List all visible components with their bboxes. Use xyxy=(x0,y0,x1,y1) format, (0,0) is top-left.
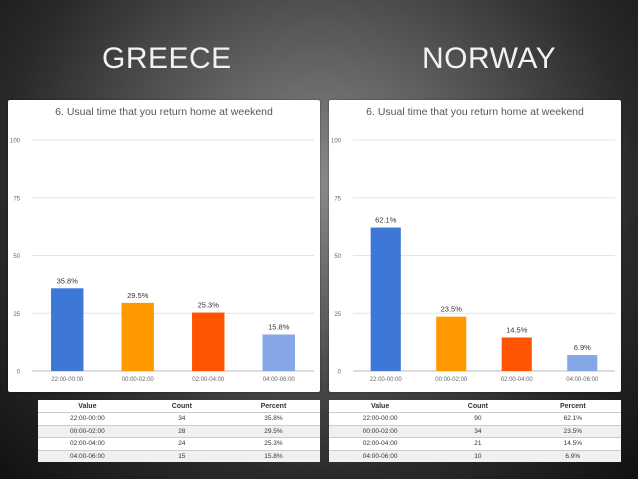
x-tick-label: 22:00-00:00 xyxy=(370,377,403,383)
data-label: 29.5% xyxy=(127,291,149,300)
bar xyxy=(501,337,532,371)
x-tick-label: 00:00-02:00 xyxy=(122,377,155,383)
column-header-count: Count xyxy=(467,402,489,410)
greece-chart-panel: 6. Usual time that you return home at we… xyxy=(8,100,320,392)
table-cell: 02:00-04:00 xyxy=(38,437,137,450)
y-tick-label: 50 xyxy=(334,254,341,260)
y-tick-label: 0 xyxy=(338,370,342,376)
x-tick-label: 22:00-00:00 xyxy=(51,377,84,383)
greece-bar-chart: 0 25 50 75 100 35.8% 22:00-00:00 29.5% 00:00-02:… xyxy=(10,139,314,383)
data-label: 14.5% xyxy=(506,326,528,335)
table-cell: 14.5% xyxy=(524,437,621,450)
bar xyxy=(121,302,154,371)
column-header-value: Value xyxy=(78,402,97,410)
table-cell: 21 xyxy=(431,437,525,450)
x-tick-label: 04:00-06:00 xyxy=(566,377,599,383)
y-tick-label: 25 xyxy=(13,312,20,318)
table-cell: 22:00-00:00 xyxy=(38,412,137,425)
table-cell: 00:00-02:00 xyxy=(38,424,137,438)
column-header-value: Value xyxy=(370,402,390,410)
table-cell: 35.8% xyxy=(226,412,320,425)
y-tick-label: 25 xyxy=(334,312,341,318)
table-row: 00:00-02:00 28 29.5% xyxy=(38,424,320,438)
bar xyxy=(192,312,225,371)
table-row: 02:00-04:00 21 14.5% xyxy=(329,437,621,450)
data-label: 23.5% xyxy=(441,305,463,314)
table-cell: 24 xyxy=(136,437,227,450)
table-row: 02:00-04:00 24 25.3% xyxy=(38,437,320,450)
data-label: 15.8% xyxy=(268,323,290,332)
table-cell: 25.3% xyxy=(226,437,320,450)
table-row: 22:00-00:00 90 62.1% xyxy=(329,412,621,425)
data-label: 62.1% xyxy=(375,216,397,225)
y-tick-label: 0 xyxy=(17,370,21,376)
table-cell: 04:00-06:00 xyxy=(38,449,137,462)
table-cell: 28 xyxy=(136,424,227,438)
table-cell: 10 xyxy=(431,449,525,462)
chart-title: 6. Usual time that you return home at we… xyxy=(366,106,584,118)
table-row: 04:00-06:00 15 15.8% xyxy=(38,449,320,462)
norway-table: Value Count Percent 22:00-00:00 90 62.1% 00… xyxy=(329,400,621,462)
column-header-percent: Percent xyxy=(559,402,586,410)
x-tick-label: 00:00-02:00 xyxy=(435,377,468,383)
column-header-percent: Percent xyxy=(260,402,287,410)
table-cell: 29.5% xyxy=(226,424,320,438)
bar xyxy=(436,316,467,371)
table-cell: 04:00-06:00 xyxy=(329,449,432,462)
table-cell: 34 xyxy=(136,412,227,425)
y-tick-label: 100 xyxy=(10,139,21,145)
y-tick-label: 50 xyxy=(13,254,20,260)
norway-chart-panel: 6. Usual time that you return home at we… xyxy=(329,100,621,392)
y-tick-label: 75 xyxy=(13,196,20,202)
table-cell: 23.5% xyxy=(524,424,621,438)
bar xyxy=(370,227,401,371)
bar xyxy=(567,355,598,371)
x-tick-label: 04:00-06:00 xyxy=(263,377,296,383)
data-label: 25.3% xyxy=(198,301,220,310)
greece-table: Value Count Percent 22:00-00:00 34 35.8% 00… xyxy=(38,400,320,462)
data-label: 35.8% xyxy=(57,276,79,285)
y-tick-label: 75 xyxy=(334,196,341,202)
table-cell: 90 xyxy=(431,412,525,425)
table-cell: 6.9% xyxy=(524,449,621,462)
table-row: 00:00-02:00 34 23.5% xyxy=(329,424,621,438)
y-tick-label: 100 xyxy=(331,139,342,145)
table-cell: 62.1% xyxy=(524,412,621,425)
column-header-count: Count xyxy=(171,402,192,410)
x-tick-label: 02:00-04:00 xyxy=(501,377,534,383)
bar xyxy=(262,334,295,371)
x-tick-label: 02:00-04:00 xyxy=(192,377,225,383)
norway-heading: NORWAY xyxy=(422,42,557,75)
bar xyxy=(51,288,84,371)
data-label: 6.9% xyxy=(574,343,591,352)
table-cell: 15.8% xyxy=(226,449,320,462)
table-row: 04:00-06:00 10 6.9% xyxy=(329,449,621,462)
norway-bar-chart: 0 25 50 75 100 62.1% 22:00-00:00 23.5% 00:00-02:… xyxy=(331,139,615,383)
table-cell: 15 xyxy=(136,449,227,462)
chart-title: 6. Usual time that you return home at we… xyxy=(55,106,273,118)
table-row: 22:00-00:00 34 35.8% xyxy=(38,412,320,425)
table-cell: 34 xyxy=(431,424,525,438)
table-cell: 22:00-00:00 xyxy=(329,412,432,425)
table-cell: 02:00-04:00 xyxy=(329,437,432,450)
greece-heading: GREECE xyxy=(102,42,232,75)
table-cell: 00:00-02:00 xyxy=(329,424,432,438)
